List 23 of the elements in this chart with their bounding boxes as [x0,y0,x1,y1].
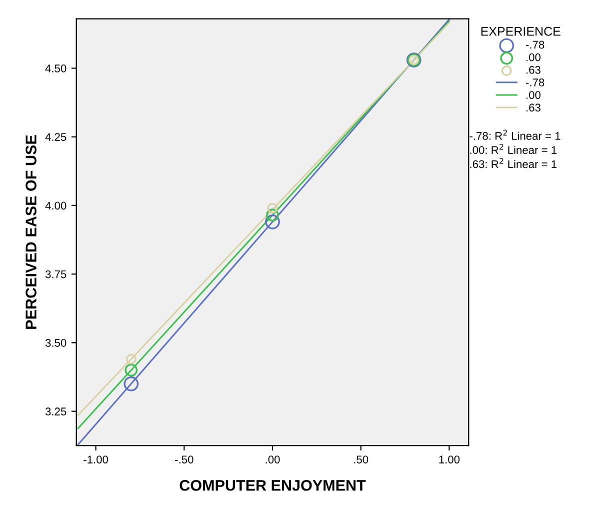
legend-label: .00 [526,53,541,62]
legend-label: -.78 [526,40,544,49]
x-tick-label: .50 [354,456,368,464]
legend-label: -.78 [526,78,544,86]
x-axis-title: COMPUTER ENJOYMENT [180,480,366,491]
y-tick-label: 4.00 [45,202,66,210]
x-tick-label: 1.00 [439,456,460,464]
legend-label: .00 [526,91,541,99]
text: -.78: R$^{2}$ Linear = 1 [470,130,560,140]
y-tick-label: 4.25 [45,133,66,141]
x-tick-label: -1.00 [84,456,108,464]
y-tick-label: 3.25 [45,408,66,416]
legend-label: .63 [526,104,540,112]
text: .63: R$^{2}$ Linear = 1 [470,158,557,168]
y-tick-label: 3.50 [45,338,66,347]
y-tick-label: 3.75 [45,270,66,278]
legend-title: EXPERIENCE [481,26,560,36]
x-tick-label: .00 [266,456,280,464]
y-axis-title: PERCEIVED EASE OF USE [26,135,36,329]
y-tick-label: 4.50 [45,64,66,72]
legend-label: .63 [526,66,540,74]
x-tick-label: -.50 [175,456,194,464]
text: .00: R$^{2}$ Linear = 1 [470,144,557,154]
